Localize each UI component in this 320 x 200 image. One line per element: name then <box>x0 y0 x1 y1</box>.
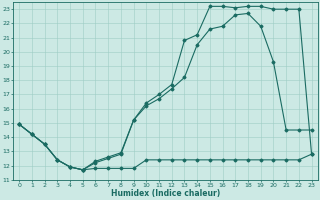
X-axis label: Humidex (Indice chaleur): Humidex (Indice chaleur) <box>111 189 220 198</box>
